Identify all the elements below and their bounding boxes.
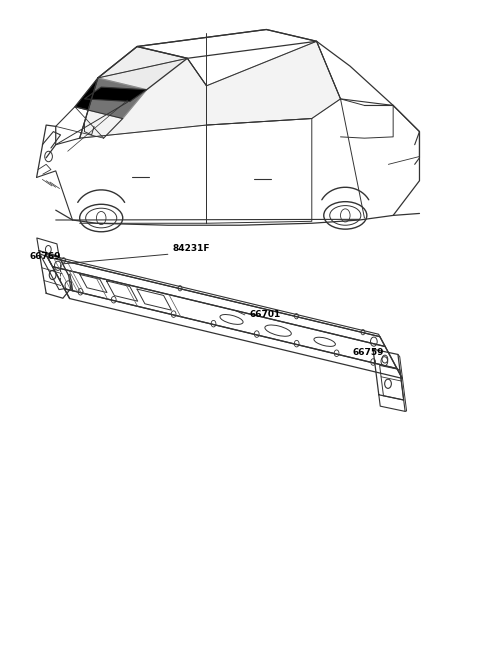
Polygon shape (75, 78, 147, 119)
Text: 66759: 66759 (352, 348, 384, 358)
Polygon shape (84, 87, 147, 102)
Text: 66701: 66701 (250, 310, 281, 319)
Text: 84231F: 84231F (172, 244, 210, 253)
Polygon shape (98, 47, 187, 90)
Text: 66769: 66769 (29, 252, 61, 261)
Polygon shape (206, 41, 340, 125)
Polygon shape (80, 58, 206, 138)
